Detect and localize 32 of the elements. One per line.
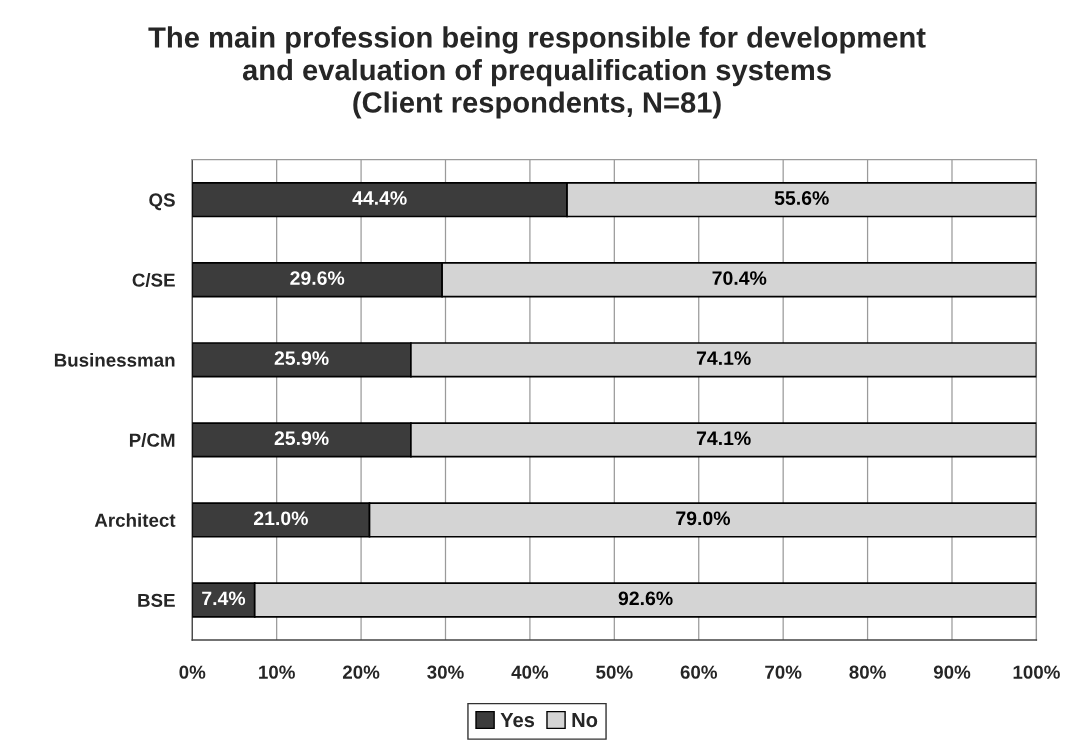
chart-title: The main profession being responsible for development and evaluation of prequalification systems (Client respondents, N=81) [148, 26, 926, 119]
data-label: 7.4% [202, 591, 246, 606]
data-label: 55.6% [774, 191, 829, 205]
data-label: 44.4% [352, 191, 407, 205]
data-label: 79.0% [676, 511, 731, 526]
x-tick-label: 10% [259, 665, 295, 679]
x-tick-label: 80% [849, 665, 886, 679]
y-tick-label: C/SE [132, 272, 175, 287]
data-label: 92.6% [618, 591, 673, 606]
x-tick-label: 40% [511, 665, 549, 679]
data-label: 25.9% [274, 351, 329, 366]
x-tick-label: 100% [1013, 665, 1060, 679]
data-label: 21.0% [253, 511, 308, 526]
x-tick-label: 60% [680, 665, 718, 679]
x-tick-label: 70% [765, 665, 802, 679]
x-tick-label: 0% [179, 665, 206, 679]
legend-label: No [572, 713, 598, 728]
y-tick-label: P/CM [129, 433, 175, 448]
y-tick-label: Architect [94, 513, 176, 527]
x-tick-label: 50% [596, 665, 633, 679]
data-label: 74.1% [696, 351, 751, 365]
data-label: 74.1% [696, 431, 751, 446]
data-label: 25.9% [274, 431, 329, 446]
y-tick-label: BSE [138, 593, 175, 607]
y-tick-label: Businessman [54, 353, 175, 367]
x-tick-label: 90% [933, 665, 971, 679]
x-tick-label: 20% [342, 665, 380, 679]
data-label: 70.4% [712, 271, 767, 285]
x-tick-label: 30% [427, 665, 464, 679]
legend-label: Yes [500, 713, 535, 728]
y-tick-label: QS [149, 193, 175, 211]
data-label: 29.6% [290, 271, 345, 285]
